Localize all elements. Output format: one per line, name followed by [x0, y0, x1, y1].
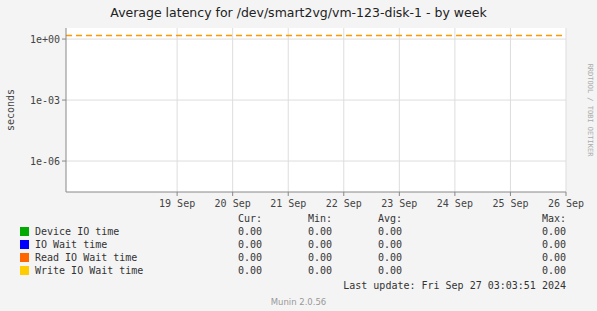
grid-line	[66, 39, 566, 40]
tick	[510, 192, 511, 196]
tick	[343, 192, 344, 196]
tick	[288, 192, 289, 196]
x-axis	[66, 192, 566, 193]
tick	[62, 39, 66, 40]
axis-label: seconds	[5, 89, 16, 131]
legend-value: 0.00	[542, 239, 566, 250]
tick	[232, 192, 233, 196]
legend-value: 0.00	[238, 252, 262, 263]
legend-swatch	[20, 240, 29, 249]
y-axis	[66, 28, 67, 192]
footer: Munin 2.0.56	[271, 297, 327, 307]
legend-label: Write IO Wait time	[35, 265, 143, 276]
legend-header: Max:	[542, 213, 566, 224]
chart: Average latency for /dev/smart2vg/vm-123…	[0, 0, 597, 311]
tick-label: 20 Sep	[215, 198, 251, 209]
legend-value: 0.00	[378, 265, 402, 276]
legend-header: Avg:	[378, 213, 402, 224]
grid-line	[399, 28, 400, 192]
legend-label: Device IO time	[35, 226, 119, 237]
tick	[62, 100, 66, 101]
reference-line	[66, 35, 566, 37]
legend-value: 0.00	[308, 252, 332, 263]
title: Average latency for /dev/smart2vg/vm-123…	[110, 5, 487, 20]
last-update: Last update: Fri Sep 27 03:03:51 2024	[343, 280, 566, 291]
legend-label: IO Wait time	[35, 239, 107, 250]
legend-value: 0.00	[378, 239, 402, 250]
grid-line	[454, 28, 455, 192]
legend-swatch	[20, 253, 29, 262]
legend-swatch	[20, 227, 29, 236]
tick	[177, 192, 178, 196]
legend-value: 0.00	[238, 239, 262, 250]
grid-line	[66, 161, 566, 162]
legend-value: 0.00	[542, 265, 566, 276]
tick-label: 26 Sep	[548, 198, 584, 209]
legend-value: 0.00	[378, 226, 402, 237]
legend-value: 0.00	[238, 265, 262, 276]
legend-value: 0.00	[378, 252, 402, 263]
legend-header: Cur:	[238, 213, 262, 224]
tick-label: 23 Sep	[381, 198, 417, 209]
tick	[62, 161, 66, 162]
tick	[566, 192, 567, 196]
grid-line	[510, 28, 511, 192]
legend-value: 0.00	[238, 226, 262, 237]
tick-label: 1e-03	[30, 95, 60, 106]
legend-value: 0.00	[308, 265, 332, 276]
grid-line	[566, 28, 567, 192]
tick-label: 22 Sep	[326, 198, 362, 209]
tick-label: 25 Sep	[492, 198, 528, 209]
tick-label: 1e-06	[30, 156, 60, 167]
tick-label: 19 Sep	[159, 198, 195, 209]
grid-line	[66, 100, 566, 101]
tick-label: 24 Sep	[437, 198, 473, 209]
legend-value: 0.00	[542, 252, 566, 263]
plot-area	[66, 28, 566, 192]
legend-value: 0.00	[308, 239, 332, 250]
tick	[399, 192, 400, 196]
legend-value: 0.00	[542, 226, 566, 237]
grid	[66, 28, 566, 192]
tick-label: 21 Sep	[270, 198, 306, 209]
grid-line	[232, 28, 233, 192]
legend-header: Min:	[308, 213, 332, 224]
legend-value: 0.00	[308, 226, 332, 237]
grid-line	[343, 28, 344, 192]
legend-label: Read IO Wait time	[35, 252, 137, 263]
grid-line	[177, 28, 178, 192]
grid-line	[288, 28, 289, 192]
watermark: RRDTOOL / TOBI OETIKER	[586, 64, 594, 158]
legend-swatch	[20, 266, 29, 275]
plot-data	[66, 35, 566, 36]
tick	[454, 192, 455, 196]
tick-label: 1e+00	[30, 34, 60, 45]
